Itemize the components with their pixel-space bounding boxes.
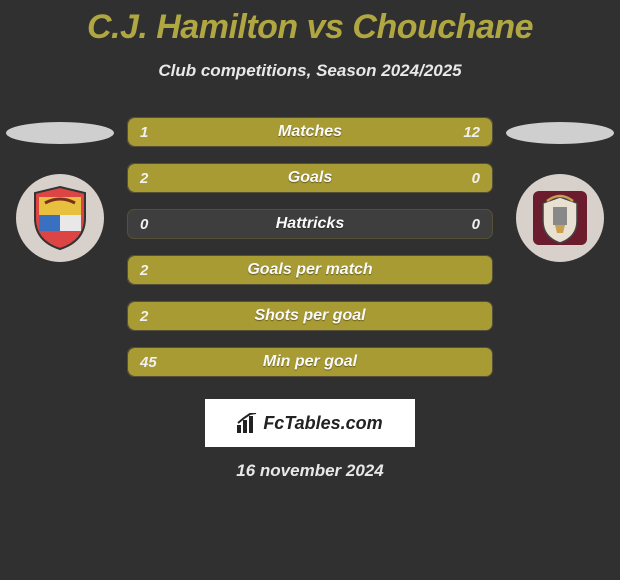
subtitle: Club competitions, Season 2024/2025 (0, 61, 620, 81)
right-player-column (505, 117, 615, 262)
right-player-placeholder (506, 122, 614, 144)
shield-icon (525, 183, 595, 253)
stat-label: Goals per match (128, 256, 492, 284)
stats-bars: 112Matches 20Goals 00Hattricks 2Goals per m… (115, 117, 505, 393)
stat-row: 00Hattricks (127, 209, 493, 239)
left-player-column (5, 117, 115, 262)
stat-row: 45Min per goal (127, 347, 493, 377)
left-team-crest (16, 174, 104, 262)
chart-icon (237, 413, 259, 433)
comparison-container: 112Matches 20Goals 00Hattricks 2Goals per m… (0, 117, 620, 393)
brand-label: FcTables.com (263, 413, 382, 434)
stat-label: Matches (128, 118, 492, 146)
stat-label: Min per goal (128, 348, 492, 376)
date-label: 16 november 2024 (0, 461, 620, 481)
stat-row: 20Goals (127, 163, 493, 193)
shield-icon (25, 183, 95, 253)
stat-label: Goals (128, 164, 492, 192)
stat-row: 112Matches (127, 117, 493, 147)
stat-row: 2Goals per match (127, 255, 493, 285)
page-title: C.J. Hamilton vs Chouchane (0, 0, 620, 47)
stat-row: 2Shots per goal (127, 301, 493, 331)
brand-badge[interactable]: FcTables.com (205, 399, 415, 447)
left-player-placeholder (6, 122, 114, 144)
right-team-crest (516, 174, 604, 262)
stat-label: Hattricks (128, 210, 492, 238)
stat-label: Shots per goal (128, 302, 492, 330)
